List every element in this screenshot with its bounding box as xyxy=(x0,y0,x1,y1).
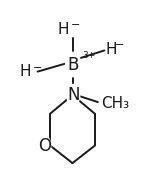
Circle shape xyxy=(67,84,80,106)
Text: −: − xyxy=(71,20,80,30)
Text: H: H xyxy=(20,64,31,79)
Text: H: H xyxy=(105,42,117,57)
Text: O: O xyxy=(38,137,51,155)
Text: N: N xyxy=(67,86,79,104)
Text: −: − xyxy=(33,63,42,73)
Text: −: − xyxy=(115,40,125,50)
Text: H: H xyxy=(57,22,69,37)
Text: CH₃: CH₃ xyxy=(101,96,129,111)
Text: B: B xyxy=(68,56,79,74)
Circle shape xyxy=(66,52,81,77)
Circle shape xyxy=(38,135,51,156)
Text: 3+: 3+ xyxy=(83,51,96,60)
